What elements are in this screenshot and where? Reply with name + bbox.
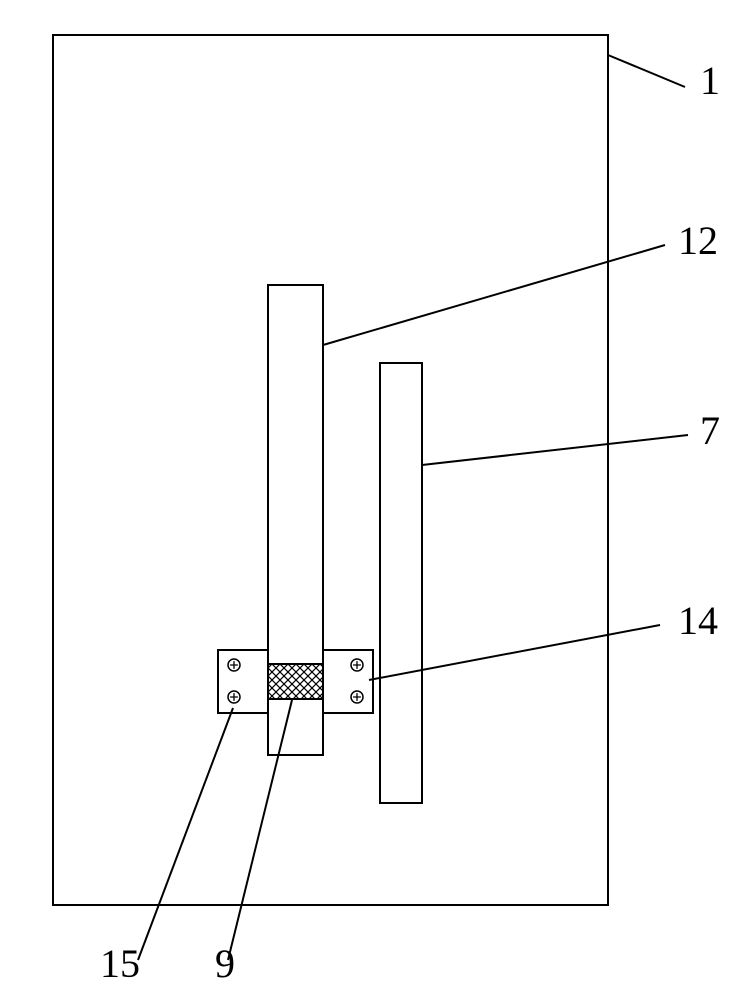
bracket-left: [218, 650, 268, 713]
screw-3: [351, 659, 363, 671]
label-9: 9: [215, 941, 235, 986]
bracket-right: [323, 650, 373, 713]
right-bar: [380, 363, 422, 803]
screw-2: [228, 691, 240, 703]
screw-1: [228, 659, 240, 671]
label-15: 15: [100, 941, 140, 986]
label-12: 12: [678, 218, 718, 263]
hatch-connector: [268, 664, 323, 699]
outer-rect: [53, 35, 608, 905]
label-7: 7: [700, 408, 720, 453]
label-1: 1: [700, 58, 720, 103]
label-14: 14: [678, 598, 718, 643]
screw-4: [351, 691, 363, 703]
